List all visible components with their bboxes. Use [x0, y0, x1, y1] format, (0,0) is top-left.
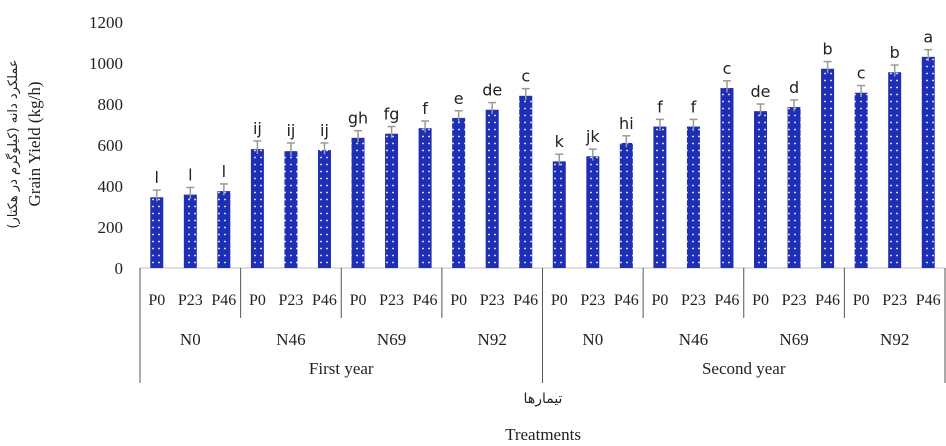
x-tick-label: P46 — [413, 292, 438, 309]
significance-letter: f — [422, 99, 428, 118]
group-label: N0 — [180, 330, 201, 349]
x-tick-label: P23 — [379, 292, 404, 309]
y-tick-label: 400 — [98, 177, 124, 196]
significance-letter: d — [789, 78, 799, 97]
x-tick-label: P23 — [580, 292, 605, 309]
x-tick-label: P0 — [450, 292, 467, 309]
y-tick-label: 1200 — [89, 13, 123, 32]
significance-letter: b — [823, 40, 833, 59]
year-label: First year — [309, 359, 374, 378]
significance-letter: ij — [286, 121, 295, 140]
y-tick-label: 800 — [98, 95, 124, 114]
x-tick-label: P23 — [882, 292, 907, 309]
significance-letter: ij — [253, 119, 262, 138]
significance-letter: hi — [619, 114, 634, 133]
x-tick-label: P0 — [551, 292, 568, 309]
significance-letter: a — [923, 28, 933, 47]
bar — [452, 117, 466, 268]
x-tick-label: P0 — [651, 292, 668, 309]
bar — [686, 126, 700, 268]
bars-layer — [150, 48, 935, 269]
labels-layer: l P0 l P23 l P46 N0 ij P0 ij P23 ij P46 N46 gh P0 fg P23 f… — [148, 28, 940, 378]
bar — [317, 150, 331, 268]
x-axis-title: Treatments — [505, 425, 581, 444]
bar — [787, 107, 801, 268]
bar — [519, 95, 533, 268]
significance-letter: l — [155, 168, 159, 187]
significance-letter: ij — [320, 121, 329, 140]
bar — [418, 128, 432, 268]
y-axis-title: Grain Yield (kg/h) — [25, 82, 44, 207]
bar — [619, 142, 633, 268]
group-label: N69 — [377, 330, 406, 349]
group-label: N46 — [679, 330, 708, 349]
group-label: N0 — [582, 330, 603, 349]
x-tick-label: P46 — [916, 292, 941, 309]
x-tick-label: P23 — [178, 292, 203, 309]
bar — [653, 126, 667, 268]
x-tick-label: P46 — [312, 292, 337, 309]
bar — [150, 197, 164, 268]
significance-letter: de — [482, 81, 502, 100]
bar — [552, 161, 566, 268]
bar — [720, 88, 734, 268]
axes-layer: 0 200 400 600 800 1000 1200 — [89, 13, 946, 383]
bar — [854, 92, 868, 268]
significance-letter: c — [521, 67, 530, 86]
significance-letter: l — [188, 165, 192, 184]
year-label: Second year — [702, 359, 786, 378]
group-label: N92 — [478, 330, 507, 349]
bar — [351, 137, 365, 268]
y-tick-label: 1000 — [89, 54, 123, 73]
significance-letter: gh — [348, 109, 368, 128]
x-tick-label: P23 — [782, 292, 807, 309]
x-tick-label: P0 — [148, 292, 165, 309]
group-label: N46 — [276, 330, 305, 349]
y-tick-label: 200 — [98, 218, 124, 237]
bar — [921, 56, 935, 268]
bar — [217, 191, 231, 268]
significance-letter: fg — [384, 105, 400, 124]
x-tick-label: P0 — [350, 292, 367, 309]
x-tick-label: P46 — [715, 292, 740, 309]
significance-letter: jk — [585, 127, 600, 146]
significance-letter: de — [751, 82, 771, 101]
x-tick-label: P46 — [211, 292, 236, 309]
x-tick-label: P23 — [278, 292, 303, 309]
x-tick-label: P0 — [752, 292, 769, 309]
significance-letter: f — [691, 97, 697, 116]
x-axis-title-fa: تیمارها — [524, 391, 563, 407]
significance-letter: k — [555, 132, 565, 151]
x-tick-label: P46 — [513, 292, 538, 309]
x-tick-label: P23 — [480, 292, 505, 309]
group-label: N92 — [880, 330, 909, 349]
bar — [250, 149, 264, 268]
y-tick-label: 600 — [98, 136, 124, 155]
x-tick-label: P46 — [815, 292, 840, 309]
x-tick-label: P0 — [853, 292, 870, 309]
bar — [284, 151, 298, 268]
bar — [485, 109, 499, 269]
x-tick-label: P23 — [681, 292, 706, 309]
y-axis-title-fa: عملکرد دانه (کیلوگرم در هکتار) — [5, 59, 21, 228]
significance-letter: c — [723, 59, 732, 78]
significance-letter: f — [657, 97, 663, 116]
bar — [754, 111, 768, 268]
significance-letter: l — [222, 162, 226, 181]
y-tick-label: 0 — [115, 259, 124, 278]
group-label: N69 — [779, 330, 808, 349]
significance-letter: c — [857, 64, 866, 83]
bar — [821, 68, 835, 269]
x-tick-label: P46 — [614, 292, 639, 309]
significance-letter: b — [890, 43, 900, 62]
x-tick-label: P0 — [249, 292, 266, 309]
significance-letter: e — [454, 89, 464, 108]
bar — [385, 133, 399, 268]
bar — [888, 72, 902, 268]
bar — [586, 156, 600, 268]
bar — [183, 194, 197, 268]
